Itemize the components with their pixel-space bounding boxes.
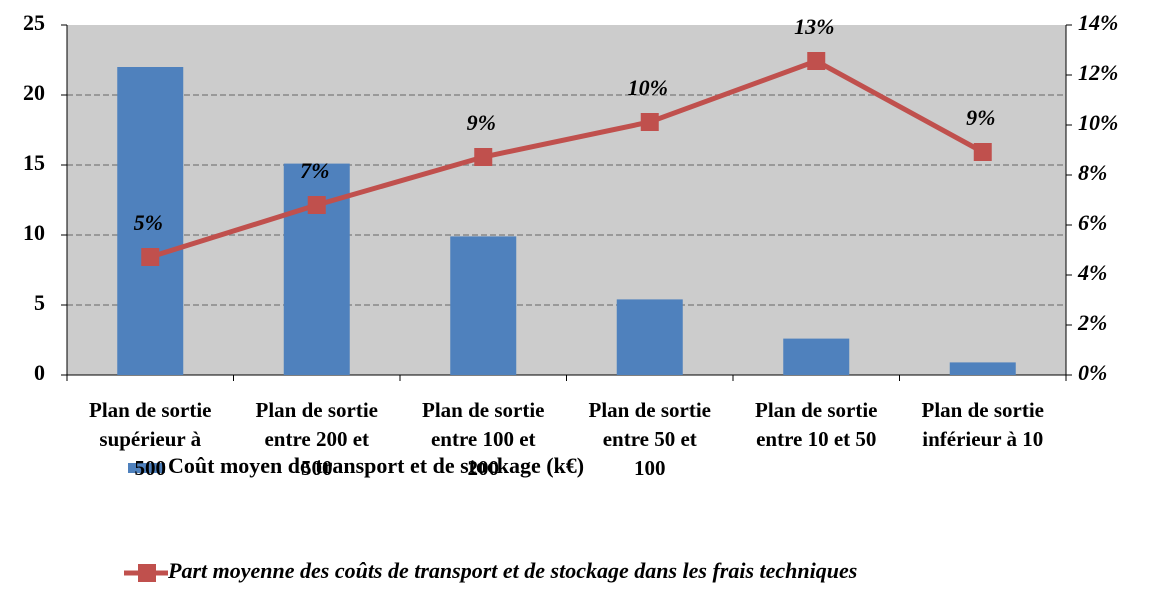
legend-swatch bbox=[128, 463, 165, 473]
y2-tick-label: 8% bbox=[1078, 160, 1107, 185]
bar bbox=[616, 299, 683, 375]
legend-label: Part moyenne des coûts de transport et d… bbox=[167, 558, 857, 583]
marker bbox=[973, 143, 992, 161]
data-label: 13% bbox=[794, 14, 834, 39]
line bbox=[149, 58, 984, 260]
x-tick-label: Plan de sortie entre 10 et 50 bbox=[755, 398, 878, 451]
x-tick-label: Plan de sortie entre 200 et 500 bbox=[255, 398, 378, 480]
y2-tick-label: 0% bbox=[1078, 360, 1107, 385]
y-tick-label: 0 bbox=[34, 360, 45, 385]
bar bbox=[949, 362, 1016, 375]
data-label: 9% bbox=[467, 110, 496, 135]
x-tick-label: Plan de sortie entre 50 et 100 bbox=[588, 398, 711, 480]
data-label: 5% bbox=[134, 210, 163, 235]
marker bbox=[807, 52, 826, 70]
y2-tick-label: 10% bbox=[1078, 110, 1118, 135]
y2-tick-label: 6% bbox=[1078, 210, 1107, 235]
bar bbox=[117, 67, 184, 375]
data-label: 9% bbox=[966, 105, 995, 130]
marker bbox=[474, 148, 493, 166]
legend-label: Coût moyen de transport et de stockage (… bbox=[168, 453, 584, 478]
bar bbox=[283, 163, 350, 375]
marker bbox=[307, 196, 326, 214]
y2-tick-label: 14% bbox=[1078, 10, 1118, 35]
y2-tick-label: 4% bbox=[1077, 260, 1107, 285]
legend-marker bbox=[138, 564, 156, 582]
plot-area bbox=[67, 25, 1066, 375]
data-label: 10% bbox=[628, 75, 668, 100]
bar bbox=[783, 338, 850, 375]
x-tick-label: Plan de sortie entre 100 et 200 bbox=[422, 398, 545, 480]
y-tick-label: 10 bbox=[23, 220, 45, 245]
x-tick-label: Plan de sortie inférieur à 10 bbox=[921, 398, 1044, 451]
marker bbox=[640, 113, 659, 131]
marker bbox=[141, 248, 160, 266]
y-tick-label: 15 bbox=[23, 150, 45, 175]
y-tick-label: 25 bbox=[23, 10, 45, 35]
y2-tick-label: 2% bbox=[1077, 310, 1107, 335]
y-tick-label: 5 bbox=[34, 290, 45, 315]
bar bbox=[450, 236, 517, 375]
y2-tick-label: 12% bbox=[1078, 60, 1118, 85]
x-tick-label: Plan de sortie supérieur à 500 bbox=[89, 398, 212, 480]
data-label: 7% bbox=[300, 158, 329, 183]
y-tick-label: 20 bbox=[23, 80, 45, 105]
